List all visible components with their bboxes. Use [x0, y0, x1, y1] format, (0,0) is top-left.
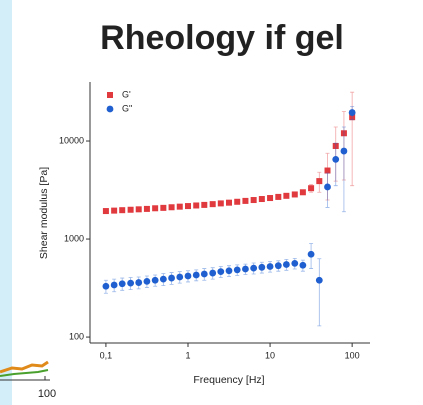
fragment-tick-label: 100 [38, 388, 56, 400]
error-bar [341, 126, 346, 213]
point [201, 201, 208, 208]
error-bar [350, 91, 355, 187]
point [152, 205, 159, 212]
point [102, 282, 110, 290]
x-axis-label: Frequency [Hz] [193, 374, 264, 386]
point [274, 262, 282, 270]
point [217, 268, 225, 276]
point [299, 189, 306, 196]
point [168, 204, 175, 211]
legend-label: G" [122, 103, 132, 113]
point [233, 266, 241, 274]
legend-label: G' [122, 89, 131, 99]
point [217, 200, 224, 207]
point [110, 281, 118, 289]
point [258, 263, 266, 271]
point [234, 198, 241, 205]
point [299, 261, 307, 269]
point [266, 263, 274, 270]
point [226, 199, 233, 206]
point [168, 274, 175, 282]
legend-marker [107, 92, 113, 98]
point [127, 206, 134, 213]
y-tick-label: 100 [69, 331, 84, 341]
point [209, 201, 216, 208]
error-bar [325, 152, 330, 201]
point [184, 272, 192, 280]
x-tick-label: 1 [185, 350, 190, 360]
point [324, 167, 331, 174]
point [340, 147, 348, 155]
y-tick-label: 10000 [59, 135, 84, 145]
x-tick-label: 0,1 [100, 350, 113, 360]
fragment-chart [0, 360, 50, 381]
error-bar [341, 111, 346, 181]
point [184, 203, 191, 210]
error-bar [333, 126, 338, 182]
chart-title: Rheology if gel [100, 19, 344, 57]
point [151, 276, 159, 284]
point [135, 206, 142, 213]
point [307, 250, 315, 258]
point [316, 178, 323, 185]
point [324, 183, 331, 191]
point [348, 109, 356, 116]
point [283, 192, 290, 199]
point [332, 142, 339, 149]
point [127, 279, 135, 287]
point [291, 259, 299, 267]
point [250, 264, 258, 272]
point [250, 197, 257, 204]
side-strip [0, 0, 12, 405]
point [225, 267, 233, 275]
point [119, 207, 126, 214]
point [315, 276, 323, 284]
y-axis-label: Shear modulus [Pa] [38, 167, 50, 259]
x-tick-label: 10 [265, 350, 275, 360]
point [160, 204, 167, 211]
point [135, 279, 143, 286]
point [111, 207, 118, 214]
point [200, 270, 208, 278]
legend-marker [106, 105, 114, 113]
point [332, 155, 340, 163]
y-tick-label: 1000 [64, 233, 84, 243]
point [267, 195, 274, 202]
point [349, 114, 356, 121]
point [275, 193, 282, 200]
point [291, 191, 298, 198]
point [192, 271, 200, 279]
point [209, 269, 217, 277]
point [102, 208, 109, 215]
point [176, 273, 184, 281]
point [118, 280, 126, 288]
x-tick-label: 100 [345, 350, 360, 360]
point [258, 196, 265, 203]
error-bar [317, 258, 322, 327]
point [193, 202, 200, 209]
point [308, 185, 315, 192]
point [159, 275, 167, 283]
point [176, 203, 183, 210]
point [242, 197, 249, 204]
point [282, 261, 290, 268]
point [143, 277, 151, 285]
point [340, 130, 347, 137]
error-bar [333, 142, 338, 187]
point [143, 205, 150, 212]
point [242, 265, 249, 273]
